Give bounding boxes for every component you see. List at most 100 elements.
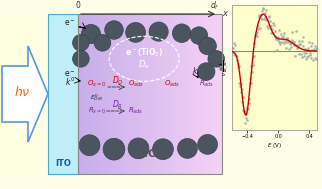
Bar: [219, 14, 223, 174]
Point: [312, 45, 317, 48]
Point: [271, 23, 276, 26]
X-axis label: $E$ (V): $E$ (V): [267, 141, 282, 149]
Point: [233, 43, 238, 46]
Bar: [90, 14, 93, 174]
Bar: [48, 14, 78, 174]
Point: [305, 46, 310, 49]
Point: [241, 95, 246, 98]
Point: [234, 58, 239, 61]
Point: [290, 30, 295, 33]
Point: [242, 121, 248, 124]
Bar: [216, 14, 220, 174]
Bar: [95, 14, 99, 174]
Point: [307, 40, 312, 43]
Circle shape: [105, 21, 123, 39]
Bar: [196, 14, 199, 174]
Bar: [107, 14, 110, 174]
Bar: [127, 14, 130, 174]
Point: [287, 42, 292, 45]
Point: [288, 42, 293, 45]
Point: [280, 35, 285, 38]
Point: [252, 34, 257, 37]
Point: [274, 36, 279, 39]
Point: [253, 32, 259, 35]
Point: [238, 82, 243, 85]
Point: [307, 54, 312, 57]
Point: [263, 9, 268, 12]
Point: [306, 55, 311, 58]
Point: [293, 44, 298, 47]
Point: [244, 118, 250, 121]
Point: [248, 81, 253, 84]
Point: [256, 13, 261, 16]
Bar: [110, 14, 113, 174]
Point: [291, 41, 296, 44]
Point: [251, 55, 256, 58]
Point: [254, 30, 259, 33]
Circle shape: [208, 50, 224, 67]
Point: [268, 25, 273, 28]
Point: [264, 18, 270, 21]
Text: $R_{x=0}$: $R_{x=0}$: [88, 106, 106, 116]
Point: [287, 48, 292, 51]
Point: [260, 9, 265, 12]
Point: [276, 35, 281, 38]
Point: [246, 101, 251, 104]
Point: [235, 62, 240, 65]
Bar: [133, 14, 136, 174]
Point: [297, 40, 302, 43]
Point: [261, 18, 267, 21]
Point: [239, 88, 244, 91]
Point: [302, 52, 307, 55]
Bar: [182, 14, 185, 174]
Bar: [118, 14, 122, 174]
Point: [295, 43, 300, 46]
Point: [274, 48, 279, 51]
Point: [253, 34, 258, 37]
Point: [262, 12, 268, 15]
Point: [313, 57, 318, 60]
Circle shape: [198, 135, 218, 154]
Text: $E^0_{O/R}$: $E^0_{O/R}$: [90, 93, 104, 103]
Point: [279, 41, 285, 44]
Point: [273, 35, 278, 38]
Circle shape: [197, 63, 215, 80]
Point: [254, 35, 260, 38]
Point: [298, 42, 303, 45]
Point: [266, 16, 271, 19]
Point: [255, 28, 260, 31]
Circle shape: [103, 138, 125, 160]
Bar: [185, 14, 188, 174]
Point: [299, 56, 305, 59]
Point: [314, 48, 319, 51]
Point: [236, 65, 242, 68]
Circle shape: [72, 34, 89, 51]
Text: TiO$_2$: TiO$_2$: [137, 147, 164, 161]
Bar: [113, 14, 116, 174]
Point: [309, 57, 314, 60]
Point: [248, 82, 253, 85]
Point: [264, 19, 269, 22]
Point: [245, 108, 251, 111]
Point: [279, 36, 284, 39]
Bar: [187, 14, 191, 174]
Point: [270, 22, 275, 25]
Point: [285, 37, 290, 40]
Text: 0: 0: [76, 1, 80, 10]
Point: [305, 55, 310, 58]
Point: [294, 30, 299, 33]
Point: [243, 117, 248, 120]
Point: [229, 47, 234, 50]
Point: [284, 36, 289, 40]
Point: [292, 43, 297, 46]
Point: [242, 109, 247, 112]
Point: [252, 41, 257, 44]
Point: [309, 48, 315, 51]
Point: [232, 53, 237, 56]
Point: [267, 14, 272, 17]
Bar: [211, 14, 214, 174]
Point: [277, 41, 282, 44]
Text: e$^-$(TiO$_2$): e$^-$(TiO$_2$): [125, 46, 164, 59]
Point: [237, 81, 242, 84]
Text: x: x: [222, 9, 227, 19]
